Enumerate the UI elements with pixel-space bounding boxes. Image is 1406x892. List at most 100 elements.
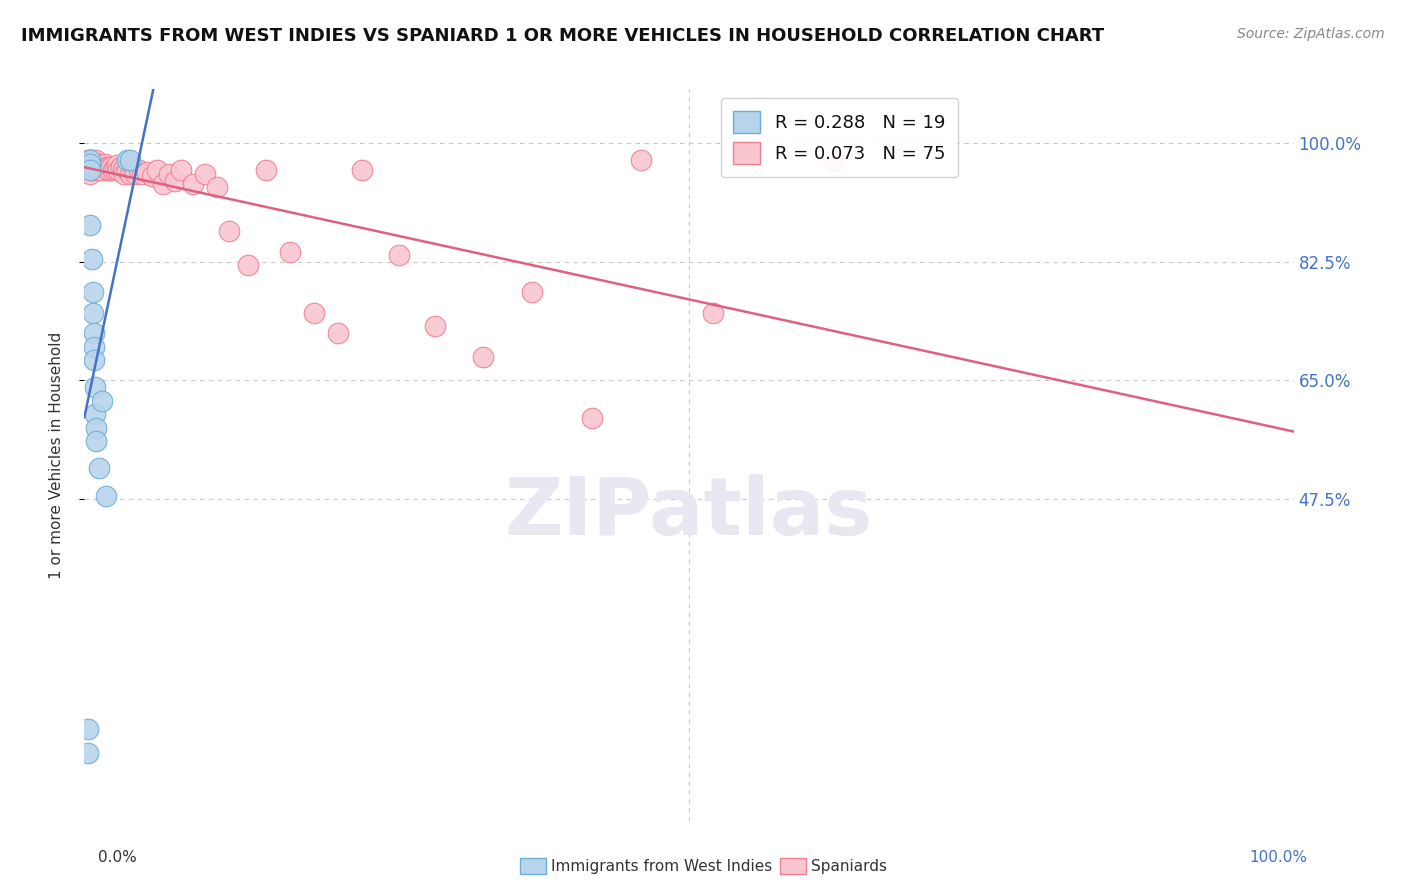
Y-axis label: 1 or more Vehicles in Household: 1 or more Vehicles in Household [49, 331, 63, 579]
Text: 0.0%: 0.0% [98, 850, 138, 865]
Point [86, 160, 108, 174]
Point [96, 163, 118, 178]
Point [86, 434, 108, 449]
Point [121, 163, 143, 178]
Point [110, 160, 132, 174]
Point [82, 306, 104, 320]
Point [77, 746, 100, 760]
Text: Immigrants from West Indies: Immigrants from West Indies [551, 859, 772, 873]
Point [170, 163, 193, 178]
Point [146, 163, 169, 178]
Point [82, 285, 104, 300]
Point [79, 160, 101, 174]
Point [120, 167, 142, 181]
Point [104, 162, 127, 177]
Point [207, 180, 229, 194]
Point [302, 306, 325, 320]
Point [87, 157, 110, 171]
Point [107, 163, 129, 178]
Point [79, 153, 101, 168]
Point [328, 326, 350, 340]
Point [79, 218, 101, 232]
Point [278, 244, 301, 259]
Point [97, 160, 120, 174]
Point [86, 153, 108, 168]
Point [218, 224, 240, 238]
Point [83, 353, 105, 368]
Point [79, 157, 101, 171]
Point [93, 160, 115, 174]
Point [82, 157, 104, 171]
Point [388, 248, 411, 262]
Point [77, 153, 100, 168]
Point [352, 163, 374, 178]
Point [98, 163, 121, 178]
Point [630, 153, 652, 168]
Point [89, 160, 111, 174]
Point [157, 167, 180, 181]
Point [136, 165, 159, 179]
Point [94, 489, 117, 503]
Point [80, 252, 103, 266]
Point [120, 153, 142, 168]
Point [472, 350, 495, 364]
Point [82, 153, 104, 168]
Point [423, 319, 446, 334]
Point [91, 158, 114, 172]
Point [181, 177, 204, 191]
Point [79, 163, 101, 178]
Point [131, 167, 153, 181]
Point [86, 421, 108, 435]
Point [80, 163, 103, 178]
Point [83, 340, 105, 354]
Point [128, 163, 150, 178]
Point [100, 160, 122, 174]
Legend: R = 0.288   N = 19, R = 0.073   N = 75: R = 0.288 N = 19, R = 0.073 N = 75 [721, 98, 957, 177]
Text: Spaniards: Spaniards [811, 859, 887, 873]
Point [83, 160, 105, 174]
Point [83, 157, 105, 171]
Point [80, 153, 103, 168]
Point [77, 157, 100, 171]
Point [80, 160, 103, 174]
Point [84, 157, 107, 171]
Point [581, 410, 603, 425]
Point [823, 153, 845, 168]
Point [152, 177, 174, 191]
Point [194, 167, 217, 181]
Point [90, 163, 112, 178]
Text: Source: ZipAtlas.com: Source: ZipAtlas.com [1237, 27, 1385, 41]
Point [124, 167, 146, 181]
Point [91, 393, 114, 408]
Point [79, 163, 101, 178]
Point [112, 163, 135, 178]
Point [115, 153, 138, 168]
Point [84, 160, 107, 174]
Point [103, 163, 125, 178]
Point [77, 160, 100, 174]
Point [77, 157, 100, 171]
Point [702, 306, 724, 320]
Point [115, 163, 138, 178]
Point [236, 258, 259, 272]
Point [165, 173, 187, 188]
Point [79, 157, 101, 171]
Point [83, 326, 105, 340]
Point [87, 163, 110, 178]
Point [79, 153, 101, 168]
Point [94, 157, 117, 171]
Point [87, 461, 110, 475]
Point [254, 163, 277, 178]
Point [105, 158, 128, 172]
Text: ZIPatlas: ZIPatlas [505, 475, 873, 552]
Point [141, 169, 163, 183]
Point [80, 157, 103, 171]
Point [84, 407, 107, 421]
Point [77, 153, 100, 168]
Point [77, 723, 100, 737]
Point [520, 285, 543, 300]
Text: IMMIGRANTS FROM WEST INDIES VS SPANIARD 1 OR MORE VEHICLES IN HOUSEHOLD CORRELAT: IMMIGRANTS FROM WEST INDIES VS SPANIARD … [21, 27, 1104, 45]
Text: 100.0%: 100.0% [1250, 850, 1308, 865]
Point [82, 160, 104, 174]
Point [112, 167, 135, 181]
